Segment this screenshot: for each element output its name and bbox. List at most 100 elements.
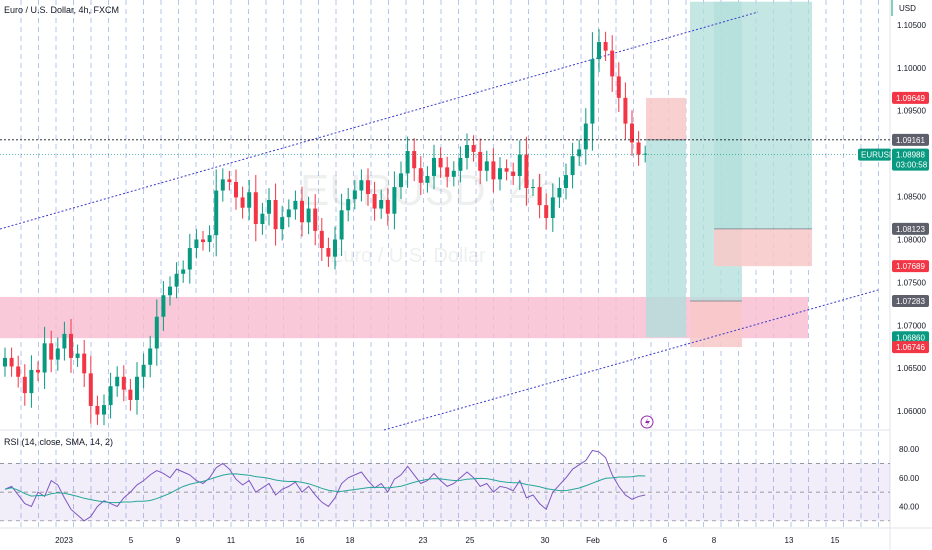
candle [458,157,463,171]
candle [319,230,324,249]
candle [9,357,14,367]
candle [42,343,47,373]
candle [630,123,634,143]
candle [372,193,377,209]
currency-label[interactable]: USD [899,4,916,13]
price-tick: 1.08500 [897,193,926,202]
candle [168,286,172,296]
candle [36,369,40,373]
support-zone [0,296,808,339]
candle [240,197,245,208]
candle [181,269,186,274]
price-tag [892,222,929,235]
rsi-title: RSI (14, close, SMA, 14, 2) [4,437,114,447]
rsi-band [0,463,890,521]
time-axis: 2023 5 9 11 16 18 23 25 30 Feb 6 8 13 15 [55,536,840,545]
candle [286,209,291,218]
candle [115,376,120,387]
candle [610,50,615,77]
time-tick: 15 [831,536,840,545]
time-tick: 25 [466,536,475,545]
candle [121,376,126,390]
time-tick: 30 [541,536,550,545]
price-tick: 1.07500 [897,278,926,287]
price-tag [892,91,929,104]
time-tick: 2023 [55,536,73,545]
candle [88,373,93,406]
candle [339,210,344,240]
candle [267,199,271,214]
lightning-bolt [645,418,650,427]
candle [504,168,509,172]
candle [359,180,364,191]
price-tick: 1.06000 [897,407,926,416]
watermark: EURUSD, 4h Euro / U.S. Dollar [300,166,559,267]
candle [29,369,34,394]
price-tag-label: 1.06860 [896,333,925,342]
candle [471,145,476,152]
candle [557,187,562,198]
candle [597,42,601,60]
candle [577,149,582,157]
candle [141,364,146,377]
candle [531,187,535,189]
candle [517,154,522,176]
price-tick: 1.10500 [897,21,926,30]
candle [3,357,7,367]
candle [432,157,436,176]
current-price-label: 1.08988 [896,151,925,160]
candle [313,208,318,231]
candle [418,168,423,183]
candle [306,208,311,223]
candle [524,154,529,188]
time-tick: 5 [129,536,134,545]
candle [636,142,641,155]
candle [405,151,410,174]
lower-trendline [383,289,879,431]
price-tick: 1.10000 [897,64,926,73]
price-tag [892,295,929,307]
candle [75,353,80,358]
candle [498,168,502,180]
current-price-tag [892,148,929,171]
time-tick: 6 [663,536,668,545]
candle [214,190,219,236]
candle [451,170,456,177]
candle [194,239,199,249]
misc-layer [640,0,893,429]
candle [346,199,351,211]
candles-layer [3,29,648,426]
candle [425,175,430,183]
candle [491,161,496,180]
price-tag [892,260,929,273]
trade-box-3-stop [714,228,812,267]
price-tick: 1.08000 [897,235,926,244]
candle [616,76,621,98]
trade-box-1-target [646,139,686,338]
candle [16,366,21,377]
candle [590,59,595,124]
candle [102,405,106,415]
candle [484,161,489,171]
candle [438,157,443,168]
candle [253,192,258,225]
candle [207,235,212,243]
candle [623,97,628,124]
candle [603,42,608,51]
price-tag-label: 1.08123 [896,225,925,234]
candle [366,180,370,194]
candle [583,123,588,150]
candle [260,213,265,225]
candle [220,179,225,191]
upper-trendline [0,11,759,230]
candle [399,173,403,188]
price-tags: 1.09649 1.09161 1.08123 1.07689 1.07283 1.068… [858,91,929,354]
candle [326,248,331,257]
rsi-tick: 60.00 [899,474,920,483]
candle [280,217,285,230]
candle [537,187,542,206]
candle [187,248,192,270]
candle [161,295,166,317]
watermark-symbol: EURUSD, 4h [300,166,559,215]
